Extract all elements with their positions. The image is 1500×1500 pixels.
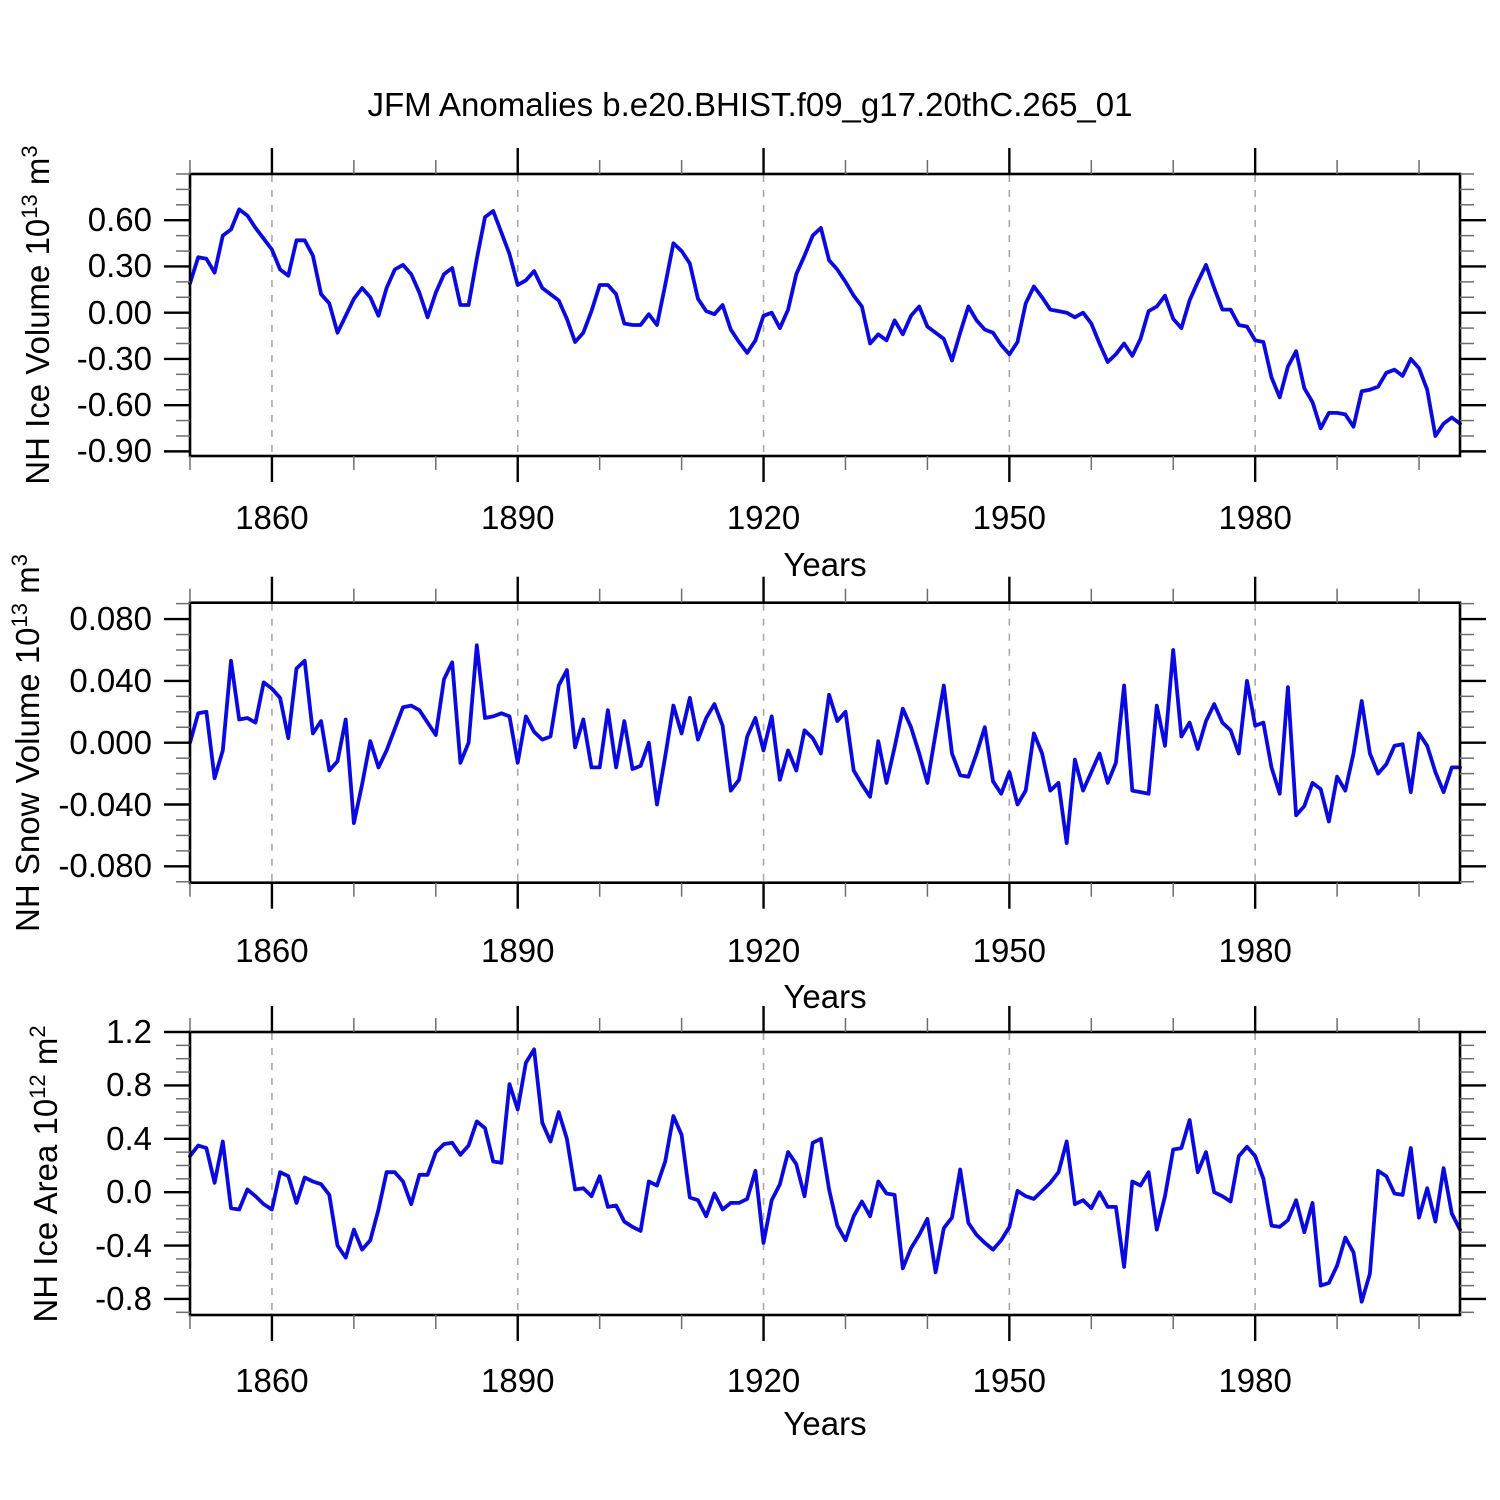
y-tick-label: 0.4 (106, 1119, 152, 1157)
y-tick-label: 0.00 (87, 293, 152, 331)
y-tick-label: 0.60 (87, 201, 152, 239)
y-tick-label: -0.90 (76, 432, 152, 470)
y-axis-title: NH Ice Volume 1013 m3 (17, 145, 56, 485)
panel-nh-ice-area (164, 1006, 1486, 1341)
series-line-nh-snow-volume (188, 643, 1462, 845)
y-tick-label: 0.8 (106, 1066, 152, 1104)
x-axis-title: Years (783, 978, 867, 1015)
x-axis-title: Years (783, 1405, 867, 1442)
panel-nh-snow-volume (164, 576, 1486, 909)
y-tick-label: -0.60 (76, 386, 152, 424)
y-axis-title: NH Snow Volume 1013 m3 (7, 553, 46, 932)
x-tick-label: 1950 (972, 932, 1047, 969)
y-tick-label: -0.040 (58, 785, 152, 823)
x-tick-label: 1920 (726, 932, 801, 969)
x-tick-label: 1860 (235, 932, 309, 969)
y-tick-label: -0.8 (95, 1279, 152, 1317)
x-tick-label: 1920 (726, 499, 801, 536)
x-tick-label: 1890 (481, 932, 555, 969)
x-tick-label: 1890 (481, 499, 555, 536)
series-line-nh-ice-volume (188, 207, 1462, 438)
x-tick-label: 1950 (972, 1362, 1047, 1399)
y-axis-title: NH Ice Area 1012 m2 (25, 1024, 64, 1323)
y-tick-label: 0.30 (87, 247, 152, 285)
superscript: 13 (7, 602, 32, 628)
y-tick-label: -0.080 (58, 847, 152, 885)
y-tick-label: -0.4 (95, 1226, 152, 1264)
superscript: 13 (17, 194, 42, 219)
x-tick-label: 1860 (235, 499, 309, 536)
series-line-nh-ice-area (188, 1047, 1462, 1304)
x-tick-label: 1980 (1218, 1362, 1292, 1399)
panel-nh-ice-volume (164, 148, 1486, 482)
y-tick-label: 0.040 (69, 661, 152, 699)
x-tick-label: 1950 (972, 499, 1047, 536)
y-tick-label: -0.30 (76, 339, 152, 377)
x-tick-label: 1980 (1218, 932, 1292, 969)
y-tick-label: 0.080 (69, 600, 152, 638)
x-axis-title: Years (783, 546, 867, 583)
x-tick-label: 1890 (481, 1362, 555, 1399)
chart-title: JFM Anomalies b.e20.BHIST.f09_g17.20thC.… (367, 86, 1133, 123)
plot-frame (188, 1030, 1462, 1317)
x-tick-label: 1860 (235, 1362, 309, 1399)
superscript: 3 (7, 553, 32, 566)
superscript: 2 (25, 1024, 50, 1038)
y-tick-label: 0.0 (106, 1173, 152, 1211)
plot-frame (188, 172, 1462, 458)
x-tick-label: 1980 (1218, 499, 1292, 536)
superscript: 3 (17, 145, 42, 158)
y-tick-label: 0.000 (69, 723, 152, 761)
x-tick-label: 1920 (726, 1362, 801, 1399)
superscript: 12 (25, 1073, 50, 1099)
y-tick-label: 1.2 (106, 1013, 152, 1050)
plot-frame (188, 601, 1462, 885)
